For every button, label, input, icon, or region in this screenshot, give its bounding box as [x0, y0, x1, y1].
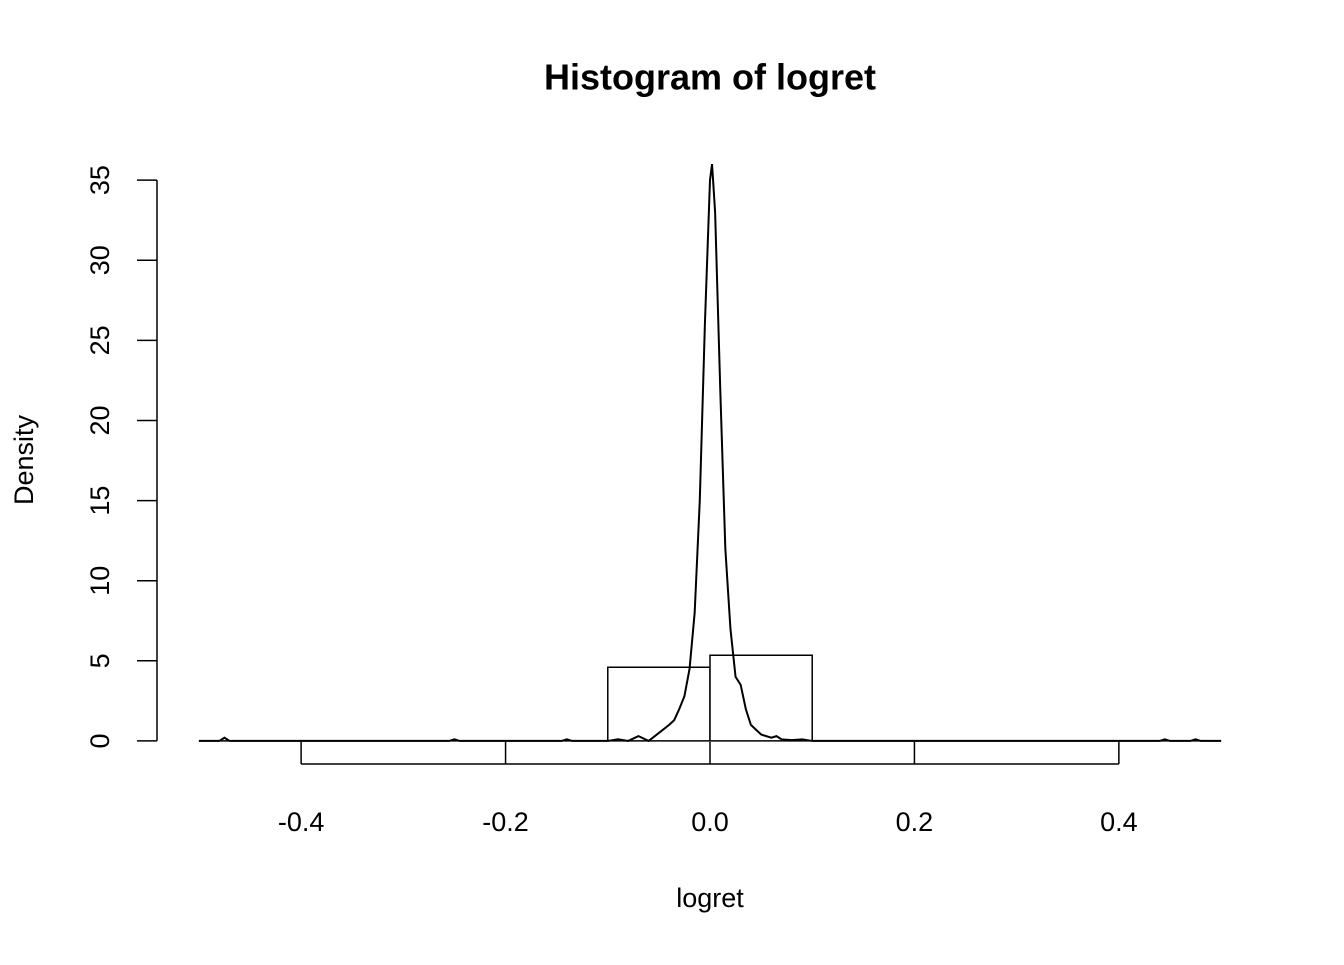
y-tick-label: 0	[85, 733, 115, 748]
x-tick-label: 0.2	[896, 807, 934, 837]
y-tick-label: 10	[85, 566, 115, 596]
y-axis-label: Density	[9, 414, 39, 505]
histogram-bar	[607, 666, 711, 742]
histogram-bar	[709, 654, 813, 742]
x-tick-label: -0.4	[278, 807, 325, 837]
y-tick-label: 20	[85, 405, 115, 435]
chart-title: Histogram of logret	[544, 57, 876, 98]
x-tick-label: 0.4	[1100, 807, 1138, 837]
density-line	[198, 163, 1222, 743]
x-tick-label: -0.2	[482, 807, 529, 837]
x-axis-label: logret	[676, 883, 744, 913]
y-tick-label: 25	[85, 325, 115, 355]
y-tick-label: 35	[85, 165, 115, 195]
y-tick-label: 30	[85, 245, 115, 275]
y-tick-label: 5	[85, 653, 115, 668]
x-tick-label: 0.0	[691, 807, 729, 837]
y-tick-label: 15	[85, 486, 115, 516]
